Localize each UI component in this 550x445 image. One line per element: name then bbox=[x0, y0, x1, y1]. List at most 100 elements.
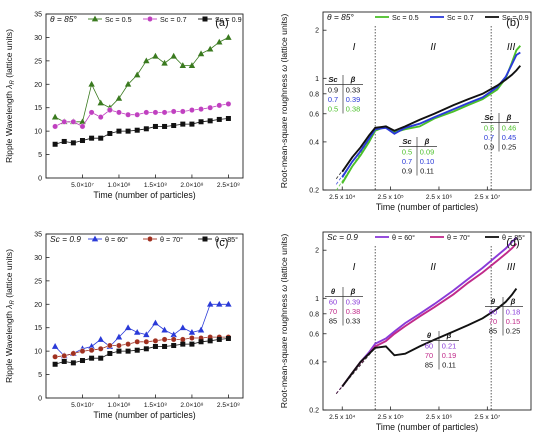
beta-table-header-beta: β bbox=[506, 113, 512, 122]
data-point bbox=[161, 59, 168, 66]
beta-table-cell: 0.39 bbox=[346, 298, 360, 307]
y-axis-label: Root-mean-square roughness ω (lattice un… bbox=[279, 14, 289, 189]
data-point bbox=[88, 343, 95, 349]
beta-table-cell: 0.33 bbox=[346, 86, 360, 95]
beta-table-cell: 0.5 bbox=[402, 148, 412, 157]
data-point bbox=[197, 326, 205, 333]
data-point bbox=[189, 121, 195, 127]
beta-table-cell: 0.9 bbox=[484, 143, 494, 152]
y-tick-label: 35 bbox=[34, 12, 42, 19]
data-point bbox=[152, 52, 159, 59]
series-3 bbox=[52, 335, 231, 367]
x-tick-label: 1.0×10⁸ bbox=[107, 182, 130, 189]
data-point bbox=[207, 338, 213, 344]
region-label: III bbox=[507, 42, 516, 53]
data-point bbox=[125, 111, 131, 118]
region-label: III bbox=[507, 262, 516, 273]
y-tick-label: 20 bbox=[34, 82, 42, 89]
y-tick-label: 1 bbox=[315, 296, 319, 303]
data-point bbox=[152, 343, 158, 349]
data-point bbox=[225, 101, 232, 107]
plot-frame bbox=[45, 233, 244, 399]
data-point bbox=[216, 38, 223, 45]
beta-table-cell: 0.25 bbox=[502, 143, 516, 152]
data-point bbox=[188, 329, 196, 335]
data-point bbox=[125, 341, 131, 348]
beta-table-cell: 85 bbox=[425, 361, 433, 370]
chart-b: 2.5 x 10⁴ 2.5 x 10⁵ 2.5 x 10⁶ 2.5 x 10⁷ 0.2 0… bbox=[279, 11, 532, 212]
data-point bbox=[79, 123, 86, 130]
beta-table-cell: 0.38 bbox=[346, 105, 360, 114]
y-tick-label: 0.2 bbox=[309, 188, 319, 195]
data-point bbox=[116, 348, 122, 354]
legend-label: θ = 60° bbox=[105, 235, 128, 244]
x-tick-label: 2.5 x 10⁵ bbox=[378, 194, 404, 201]
beta-table-b-2: Sc β 0.5 0.09 0.7 0.10 0.9 0.11 bbox=[399, 137, 437, 176]
data-point bbox=[161, 336, 168, 343]
x-tick-label: 2.5 x 10⁶ bbox=[426, 414, 452, 421]
fit-line bbox=[335, 128, 376, 185]
data-point bbox=[134, 111, 141, 118]
legend-label: Sc = 0.7 bbox=[160, 15, 187, 24]
x-tick-label: 5.0×10⁷ bbox=[71, 402, 94, 409]
legend-marker bbox=[91, 235, 99, 242]
beta-table-b-3: Sc β 0.5 0.46 0.7 0.45 0.9 0.25 bbox=[481, 113, 519, 152]
beta-table-cell: 0.15 bbox=[506, 317, 520, 326]
data-point bbox=[70, 360, 76, 366]
beta-table-cell: 85 bbox=[489, 327, 497, 336]
data-point bbox=[189, 107, 195, 113]
legend-label: θ = 85° bbox=[502, 233, 525, 242]
data-point bbox=[143, 338, 150, 345]
data-point bbox=[97, 99, 104, 106]
beta-table-cell: 0.38 bbox=[346, 307, 360, 316]
chart-panel-a: 5.0×10⁷ 1.0×10⁸ 1.5×10⁸ 2.0×10⁸ 2.5×10⁸ 0 5 10 1… bbox=[0, 0, 275, 220]
data-point bbox=[152, 319, 159, 326]
data-point bbox=[198, 106, 204, 113]
data-point bbox=[143, 126, 149, 132]
beta-table-header-beta: β bbox=[350, 75, 356, 84]
data-point bbox=[51, 343, 59, 349]
panel-label: (d) bbox=[506, 237, 519, 249]
legend-label: Sc = 0.9 bbox=[502, 13, 529, 22]
data-point bbox=[107, 130, 113, 136]
data-point bbox=[98, 135, 104, 141]
y-axis-label: Root-mean-square roughness ω (lattice un… bbox=[279, 234, 289, 409]
y-tick-label: 30 bbox=[34, 35, 42, 42]
y-tick-label: 15 bbox=[34, 325, 42, 332]
data-point bbox=[89, 355, 95, 361]
data-point bbox=[143, 346, 149, 352]
y-tick-label: 25 bbox=[34, 58, 42, 65]
x-tick-label: 2.0×10⁸ bbox=[180, 182, 203, 189]
data-point bbox=[170, 336, 177, 343]
panel-header: Sc = 0.9 bbox=[50, 234, 81, 244]
beta-table-cell: 60 bbox=[329, 298, 337, 307]
beta-table-header-beta: β bbox=[350, 287, 356, 296]
region-label: I bbox=[353, 262, 356, 273]
y-tick-label: 25 bbox=[34, 278, 42, 285]
data-point bbox=[180, 341, 186, 347]
y-tick-label: 0.8 bbox=[309, 311, 319, 318]
panel-label: (a) bbox=[215, 17, 228, 29]
panel-header: θ = 85° bbox=[50, 14, 77, 24]
x-tick-label: 2.0×10⁸ bbox=[180, 402, 203, 409]
data-point bbox=[161, 109, 168, 116]
fit-line bbox=[335, 347, 376, 394]
x-tick-label: 1.5×10⁸ bbox=[144, 182, 167, 189]
x-axis-label: Time (number of particles) bbox=[93, 410, 195, 420]
data-point bbox=[189, 335, 195, 341]
data-point bbox=[225, 115, 231, 121]
region-label: II bbox=[430, 262, 436, 273]
beta-table-header-beta: β bbox=[510, 297, 516, 306]
plot-frame bbox=[322, 231, 532, 411]
region-label: II bbox=[430, 42, 436, 53]
x-tick-label: 2.5 x 10⁴ bbox=[329, 194, 355, 201]
data-point bbox=[207, 118, 213, 124]
data-point bbox=[97, 114, 104, 120]
beta-table-cell: 0.09 bbox=[420, 148, 434, 157]
x-tick-label: 1.5×10⁸ bbox=[144, 402, 167, 409]
data-point bbox=[197, 50, 205, 57]
legend-label: θ = 70° bbox=[160, 235, 183, 244]
x-tick-label: 2.5×10⁸ bbox=[217, 182, 240, 189]
data-point bbox=[116, 128, 122, 134]
data-point bbox=[52, 141, 58, 147]
